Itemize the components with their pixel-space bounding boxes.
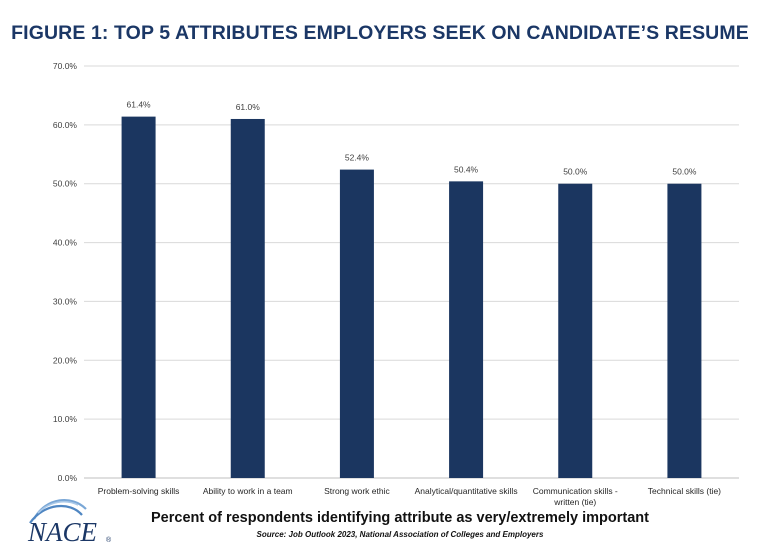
- y-tick-label: 10.0%: [53, 414, 78, 424]
- y-tick-label: 40.0%: [53, 238, 78, 248]
- y-tick-label: 30.0%: [53, 296, 78, 306]
- x-tick-label: written (tie): [553, 497, 596, 507]
- x-tick-label: Analytical/quantitative skills: [415, 486, 518, 496]
- chart-source: Source: Job Outlook 2023, National Assoc…: [256, 530, 544, 539]
- logo-text: NACE: [27, 517, 98, 545]
- logo-registered-mark: ®: [106, 536, 112, 544]
- chart-title: FIGURE 1: TOP 5 ATTRIBUTES EMPLOYERS SEE…: [11, 22, 749, 44]
- x-tick-label: Communication skills -: [533, 486, 618, 496]
- x-tick-label: Strong work ethic: [324, 486, 390, 496]
- data-label: 61.0%: [236, 102, 261, 112]
- bar: [230, 118, 265, 478]
- data-label: 50.0%: [672, 167, 697, 177]
- data-label: 52.4%: [345, 153, 370, 163]
- y-tick-label: 60.0%: [53, 120, 78, 130]
- x-tick-label: Technical skills (tie): [648, 486, 721, 496]
- x-tick-label: Problem-solving skills: [98, 486, 180, 496]
- chart-caption: Percent of respondents identifying attri…: [151, 510, 649, 526]
- nace-logo: NACE ®: [24, 493, 134, 547]
- data-label: 50.0%: [563, 167, 588, 177]
- y-tick-label: 70.0%: [53, 61, 78, 71]
- x-tick-label: Ability to work in a team: [203, 486, 293, 496]
- data-label: 61.4%: [127, 100, 152, 110]
- globe-icon: [29, 499, 87, 524]
- bar: [558, 183, 593, 478]
- y-tick-label: 20.0%: [53, 355, 78, 365]
- bar: [339, 169, 374, 479]
- bar: [449, 181, 484, 479]
- y-tick-label: 50.0%: [53, 179, 78, 189]
- bar: [121, 116, 156, 479]
- y-tick-label: 0.0%: [58, 473, 78, 483]
- data-label: 50.4%: [454, 164, 479, 174]
- bar: [667, 183, 702, 478]
